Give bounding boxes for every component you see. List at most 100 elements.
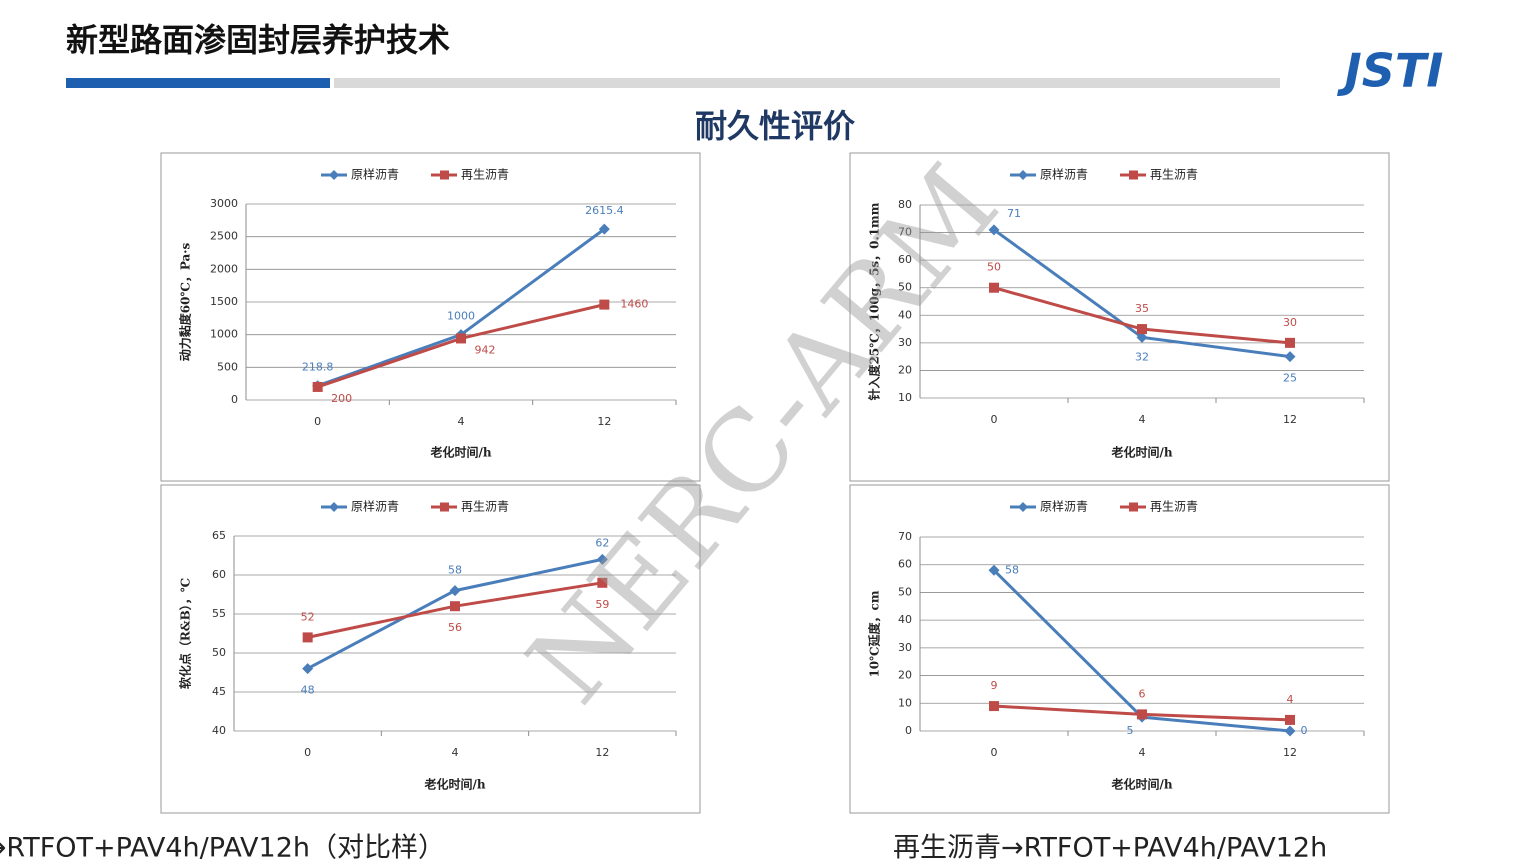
- y-tick-label: 0: [231, 393, 238, 406]
- data-label: 71: [1007, 207, 1021, 220]
- y-tick-label: 40: [898, 613, 912, 626]
- data-label: 6: [1139, 687, 1146, 700]
- point: [989, 701, 999, 712]
- y-tick-label: 50: [212, 646, 226, 659]
- data-label: 62: [595, 536, 609, 549]
- y-tick-label: 40: [898, 308, 912, 321]
- data-label: 25: [1283, 372, 1297, 385]
- x-tick-label: 12: [1283, 746, 1297, 759]
- point: [989, 282, 999, 293]
- data-label: 48: [301, 684, 315, 697]
- legend-marker: [329, 502, 339, 512]
- legend-label: 再生沥青: [1150, 168, 1198, 182]
- point: [1137, 324, 1147, 335]
- x-tick-label: 0: [304, 746, 311, 759]
- title-bar-gray: [334, 78, 1280, 88]
- point: [1285, 337, 1295, 348]
- x-tick-label: 4: [1139, 413, 1146, 426]
- point: [1285, 714, 1295, 725]
- legend-marker: [1129, 170, 1138, 180]
- legend-label: 再生沥青: [461, 168, 509, 182]
- data-label: 50: [987, 261, 1001, 274]
- x-axis-label: 老化时间/h: [424, 777, 485, 792]
- point: [302, 632, 313, 643]
- y-axis-label: 动力黏度60℃，Pa·s: [178, 243, 193, 362]
- point: [449, 585, 461, 597]
- y-tick-label: 30: [898, 336, 912, 349]
- y-tick-label: 40: [212, 724, 226, 737]
- subtitle: 耐久性评价: [695, 107, 855, 145]
- legend-marker: [1018, 502, 1028, 512]
- y-tick-label: 50: [898, 585, 912, 598]
- data-label: 5: [1127, 724, 1134, 737]
- point: [1284, 351, 1296, 363]
- point: [450, 601, 460, 612]
- y-tick-label: 60: [898, 558, 912, 571]
- x-tick-label: 4: [458, 415, 465, 428]
- legend-label: 原样沥青: [1040, 167, 1088, 182]
- point: [597, 577, 608, 588]
- data-label: 32: [1135, 350, 1149, 363]
- x-tick-label: 0: [991, 746, 998, 759]
- point: [302, 663, 314, 675]
- data-label: 0: [1301, 724, 1308, 737]
- x-tick-label: 4: [1139, 746, 1146, 759]
- y-axis-label: 针入度25℃，100g，5s，0.1mm: [867, 202, 882, 400]
- point: [598, 223, 610, 235]
- x-tick-label: 12: [597, 415, 611, 428]
- point: [312, 381, 323, 392]
- chart-frame: [160, 484, 701, 814]
- y-tick-label: 60: [898, 253, 912, 266]
- data-label: 2615.4: [585, 204, 624, 217]
- data-label: 9: [991, 679, 998, 692]
- y-tick-label: 65: [212, 529, 226, 542]
- legend-label: 原样沥青: [351, 167, 399, 182]
- point: [1136, 331, 1148, 343]
- data-label: 59: [595, 598, 609, 611]
- point: [1284, 725, 1296, 737]
- y-axis-label: 10℃延度，cm: [867, 590, 882, 677]
- logo: JSTI: [1337, 44, 1444, 98]
- point: [1137, 709, 1147, 720]
- caption: 原样沥青→RTFOT+PAV4h/PAV12h（对比样）: [0, 833, 445, 863]
- legend-marker: [440, 170, 449, 180]
- x-axis-label: 老化时间/h: [1111, 777, 1172, 792]
- data-label: 35: [1135, 302, 1149, 315]
- y-tick-label: 45: [212, 685, 226, 698]
- y-tick-label: 70: [898, 530, 912, 543]
- x-tick-label: 12: [595, 746, 609, 759]
- x-tick-label: 4: [452, 746, 459, 759]
- data-label: 58: [1005, 563, 1019, 576]
- data-label: 52: [301, 610, 315, 623]
- y-axis-label: 软化点（R&B），℃: [178, 578, 193, 689]
- x-tick-label: 0: [314, 415, 321, 428]
- slide-title: 新型路面渗固封层养护技术: [66, 21, 450, 59]
- y-tick-label: 2500: [210, 230, 238, 243]
- caption: 再生沥青→RTFOT+PAV4h/PAV12h: [893, 833, 1327, 863]
- x-tick-label: 12: [1283, 413, 1297, 426]
- legend-marker: [440, 502, 449, 512]
- y-tick-label: 500: [217, 360, 238, 373]
- chart-frame: [849, 152, 1390, 482]
- y-tick-label: 10: [898, 696, 912, 709]
- data-label: 56: [448, 621, 462, 634]
- point: [596, 553, 608, 565]
- data-label: 218.8: [302, 361, 334, 374]
- legend-label: 原样沥青: [351, 499, 399, 514]
- y-tick-label: 1000: [210, 328, 238, 341]
- y-tick-label: 80: [898, 198, 912, 211]
- data-label: 1460: [620, 298, 648, 311]
- y-tick-label: 70: [898, 226, 912, 239]
- x-axis-label: 老化时间/h: [1111, 445, 1172, 460]
- data-label: 58: [448, 564, 462, 577]
- y-tick-label: 2000: [210, 262, 238, 275]
- y-tick-label: 55: [212, 607, 226, 620]
- y-tick-label: 10: [898, 391, 912, 404]
- data-label: 942: [475, 343, 496, 356]
- data-label: 30: [1283, 316, 1297, 329]
- point: [988, 564, 1000, 576]
- legend-label: 再生沥青: [1150, 500, 1198, 514]
- chart-frame: [849, 484, 1390, 814]
